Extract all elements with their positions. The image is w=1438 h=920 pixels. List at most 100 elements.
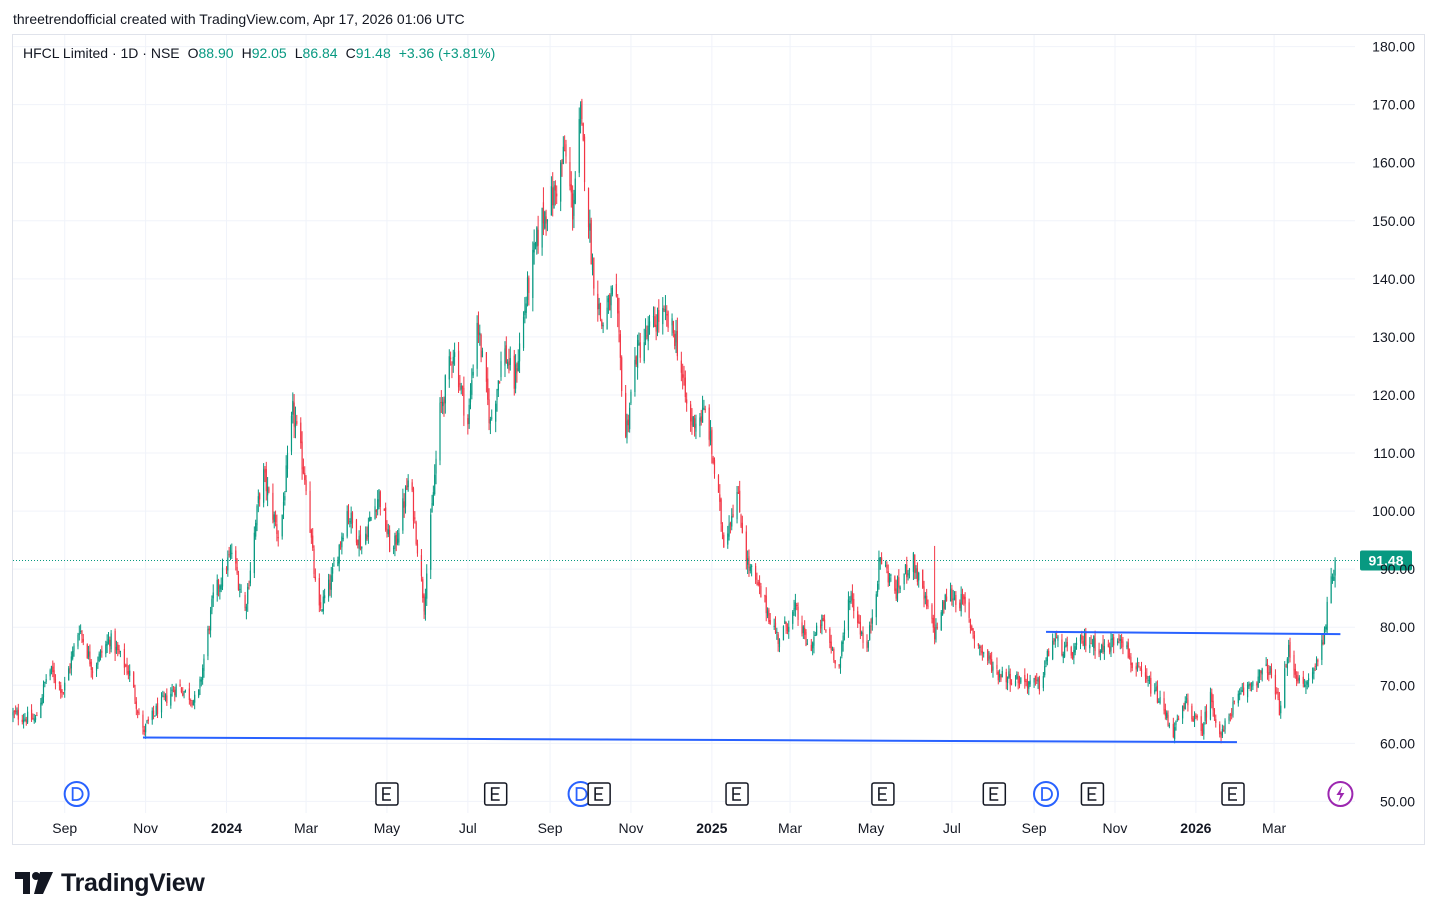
candles — [12, 98, 1336, 744]
y-tick-label: 140.00 — [1372, 271, 1415, 287]
earnings-event-icon[interactable] — [375, 782, 399, 806]
candle-body — [505, 345, 507, 363]
ohlc-legend: HFCL Limited · 1D · NSE O88.90 H92.05 L86.8… — [23, 45, 495, 61]
earnings-event-icon[interactable] — [587, 782, 611, 806]
candle-body — [804, 627, 806, 635]
candle-body — [349, 521, 351, 523]
candle-body — [1213, 709, 1216, 718]
tradingview-logo[interactable]: TradingView — [15, 868, 205, 898]
earnings-event-icon[interactable] — [725, 782, 749, 806]
y-tick-label: 130.00 — [1372, 329, 1415, 345]
candle-body — [1103, 646, 1105, 653]
candle-body — [1128, 655, 1131, 657]
candle-body — [1119, 639, 1121, 641]
x-tick-label: Mar — [294, 820, 318, 836]
candle-body — [916, 568, 918, 582]
candle-body — [766, 611, 769, 616]
candle-body — [32, 718, 34, 720]
flash-event-icon[interactable] — [1327, 781, 1354, 807]
candle-body — [480, 334, 482, 358]
candle-body — [1155, 687, 1157, 691]
candle-body — [229, 550, 232, 558]
earnings-event-icon[interactable] — [483, 782, 508, 806]
candle-body — [654, 316, 656, 327]
candle-body — [15, 710, 17, 713]
candle-body — [54, 679, 57, 684]
candle-body — [1176, 718, 1178, 720]
last-price-line: 91.48 — [13, 550, 1412, 571]
candle-body — [40, 702, 42, 719]
candle-body — [369, 516, 371, 522]
candle-body — [918, 572, 920, 581]
dividend-event-icon[interactable] — [63, 781, 90, 807]
earnings-event-icon[interactable] — [1221, 782, 1245, 806]
candle-body — [385, 507, 387, 530]
candle-body — [80, 630, 82, 632]
candle-body — [739, 490, 741, 513]
candle-body — [488, 399, 490, 423]
candle-body — [611, 287, 613, 295]
candle-body — [1117, 641, 1119, 644]
candle-body — [1154, 689, 1156, 693]
candle-body — [1046, 651, 1048, 662]
candle-body — [1311, 672, 1314, 679]
candle-body — [61, 690, 63, 692]
candle-body — [386, 528, 388, 534]
symbol-label[interactable]: HFCL Limited · 1D · NSE — [23, 45, 180, 61]
candle-body — [1107, 644, 1109, 647]
candle-body — [17, 709, 19, 720]
candle-body — [1075, 642, 1078, 645]
candle-body — [286, 453, 289, 469]
candle-body — [1091, 645, 1094, 647]
candle-body — [422, 579, 424, 599]
candle-body — [765, 595, 767, 614]
candle-body — [91, 671, 94, 673]
candle-body — [377, 499, 379, 511]
candle-body — [82, 638, 84, 642]
earnings-event-icon[interactable] — [871, 782, 895, 806]
candle-body — [695, 423, 697, 432]
candle-body — [960, 593, 962, 612]
earnings-event-icon[interactable] — [982, 782, 1007, 806]
candle-body — [115, 646, 118, 651]
candle-body — [545, 216, 547, 224]
candle-body — [904, 564, 907, 573]
candle-body — [704, 408, 706, 411]
chart-pane[interactable] — [12, 34, 1425, 845]
candle-body — [259, 493, 261, 500]
earnings-event-icon[interactable] — [1080, 782, 1105, 806]
candle-body — [834, 660, 836, 664]
candle-body — [672, 320, 674, 334]
dividend-event-icon[interactable] — [1033, 781, 1060, 807]
candle-body — [1178, 718, 1180, 720]
candle-body — [717, 475, 720, 493]
candle-body — [424, 596, 427, 615]
candle-body — [499, 381, 501, 383]
candle-body — [1269, 666, 1271, 673]
candle-body — [943, 600, 945, 609]
candle-body — [192, 700, 194, 706]
candle-body — [274, 515, 277, 523]
candle-body — [644, 329, 647, 341]
candle-body — [359, 534, 362, 550]
candle-body — [491, 417, 493, 419]
candle-body — [1195, 715, 1197, 717]
candle-body — [932, 617, 934, 628]
candle-body — [1139, 668, 1141, 670]
candle-body — [776, 631, 778, 634]
candle-body — [370, 517, 372, 520]
candle-body — [1140, 669, 1143, 675]
candle-body — [304, 472, 306, 481]
candle-body — [448, 356, 450, 380]
open-label: O — [187, 45, 199, 61]
candle-body — [333, 565, 335, 567]
candle-body — [858, 621, 860, 624]
candle-body — [748, 556, 750, 568]
earnings-letter-shape — [1087, 787, 1097, 801]
candle-body — [944, 594, 946, 609]
candle-body — [963, 595, 965, 600]
candle-body — [796, 605, 798, 607]
high-label: H — [241, 45, 252, 61]
candle-body — [1028, 681, 1030, 689]
